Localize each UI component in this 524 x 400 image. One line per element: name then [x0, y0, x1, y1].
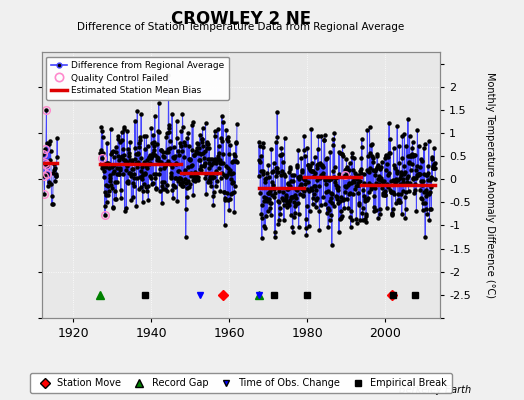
Legend: Station Move, Record Gap, Time of Obs. Change, Empirical Break: Station Move, Record Gap, Time of Obs. C…: [30, 374, 452, 393]
Y-axis label: Monthly Temperature Anomaly Difference (°C): Monthly Temperature Anomaly Difference (…: [485, 72, 495, 298]
Text: CROWLEY 2 NE: CROWLEY 2 NE: [171, 10, 311, 28]
Legend: Difference from Regional Average, Quality Control Failed, Estimated Station Mean: Difference from Regional Average, Qualit…: [47, 56, 228, 100]
Text: Difference of Station Temperature Data from Regional Average: Difference of Station Temperature Data f…: [78, 22, 405, 32]
Text: Berkeley Earth: Berkeley Earth: [399, 385, 472, 395]
